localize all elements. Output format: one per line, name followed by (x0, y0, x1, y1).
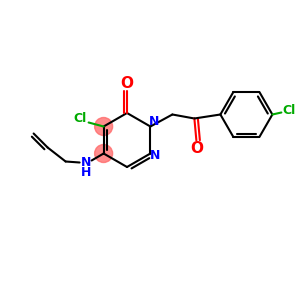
Text: Cl: Cl (73, 112, 86, 125)
Text: O: O (121, 76, 134, 92)
Text: H: H (80, 166, 91, 179)
Text: Cl: Cl (283, 104, 296, 117)
Text: O: O (190, 141, 203, 156)
Circle shape (94, 145, 112, 163)
Text: N: N (149, 115, 160, 128)
Text: N: N (150, 149, 161, 162)
Text: N: N (80, 156, 91, 169)
Circle shape (94, 118, 112, 136)
